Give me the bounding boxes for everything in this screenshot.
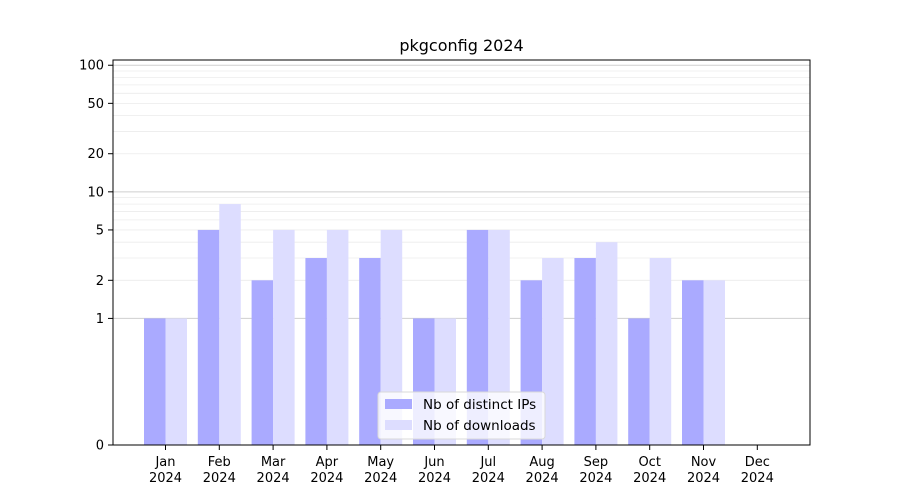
bar-downloads [488, 229, 510, 445]
bar-downloads [649, 258, 672, 445]
x-tick-label-year: 2024 [472, 471, 505, 486]
x-tick-label-month: Aug [529, 455, 554, 470]
y-tick-label: 2 [96, 274, 104, 289]
x-tick-label-month: Feb [208, 455, 231, 470]
bar-distinct-ips [144, 318, 166, 445]
bar-distinct-ips [305, 258, 327, 445]
legend-label: Nb of distinct IPs [423, 397, 536, 413]
x-axis: Jan2024Feb2024Mar2024Apr2024May2024Jun20… [149, 445, 774, 486]
x-tick-label-month: Sep [584, 455, 609, 470]
bar-distinct-ips [628, 318, 650, 445]
legend-label: Nb of downloads [423, 418, 536, 434]
legend: Nb of distinct IPs Nb of downloads [377, 391, 546, 440]
y-tick-label: 100 [79, 59, 104, 74]
x-tick-label-year: 2024 [364, 471, 397, 486]
bar-distinct-ips [251, 280, 274, 445]
x-tick-label-year: 2024 [310, 471, 343, 486]
bar-downloads [165, 318, 187, 445]
y-tick-label: 10 [87, 185, 104, 200]
bar-downloads [542, 258, 564, 445]
x-tick-label-month: Dec [745, 455, 770, 470]
bar-downloads [326, 229, 349, 445]
bar-distinct-ips [682, 280, 704, 445]
legend-frame [377, 391, 546, 440]
bar-downloads [595, 242, 618, 445]
x-tick-label-year: 2024 [203, 471, 236, 486]
y-tick-label: 0 [96, 439, 104, 454]
bar-downloads [703, 280, 725, 445]
x-tick-label-month: May [367, 455, 394, 470]
x-tick-label-year: 2024 [579, 471, 612, 486]
x-tick-label-month: Jan [154, 455, 175, 470]
x-tick-label-year: 2024 [687, 471, 720, 486]
x-tick-label-year: 2024 [526, 471, 559, 486]
x-tick-label-year: 2024 [633, 471, 666, 486]
x-tick-label-month: Apr [316, 455, 339, 470]
x-tick-label-year: 2024 [149, 471, 182, 486]
legend-swatch [385, 399, 412, 409]
x-tick-label-month: Jun [423, 455, 444, 470]
bar-distinct-ips [466, 229, 489, 445]
x-tick-label-year: 2024 [418, 471, 451, 486]
x-tick-label-year: 2024 [741, 471, 774, 486]
x-tick-label-year: 2024 [257, 471, 290, 486]
x-tick-label-month: Jul [479, 455, 496, 470]
bar-distinct-ips [197, 229, 220, 445]
plot-frame [112, 59, 811, 446]
y-axis: 0 1 2 5 10 20 50 100 [79, 59, 113, 454]
bar-distinct-ips [574, 258, 596, 445]
y-tick-label: 1 [96, 312, 104, 327]
bar-downloads [219, 204, 241, 445]
y-tick-label: 20 [87, 147, 104, 162]
x-tick-label-month: Nov [691, 455, 717, 470]
x-tick-label-month: Oct [638, 455, 660, 470]
bar-distinct-ips [359, 258, 381, 445]
x-tick-label-month: Mar [261, 455, 286, 470]
y-tick-label: 50 [87, 97, 104, 112]
chart-title: pkgconfig 2024 [399, 36, 523, 55]
legend-swatch [385, 420, 412, 430]
bar-downloads [273, 229, 295, 445]
bar-downloads [380, 229, 403, 445]
y-tick-label: 5 [96, 223, 104, 238]
